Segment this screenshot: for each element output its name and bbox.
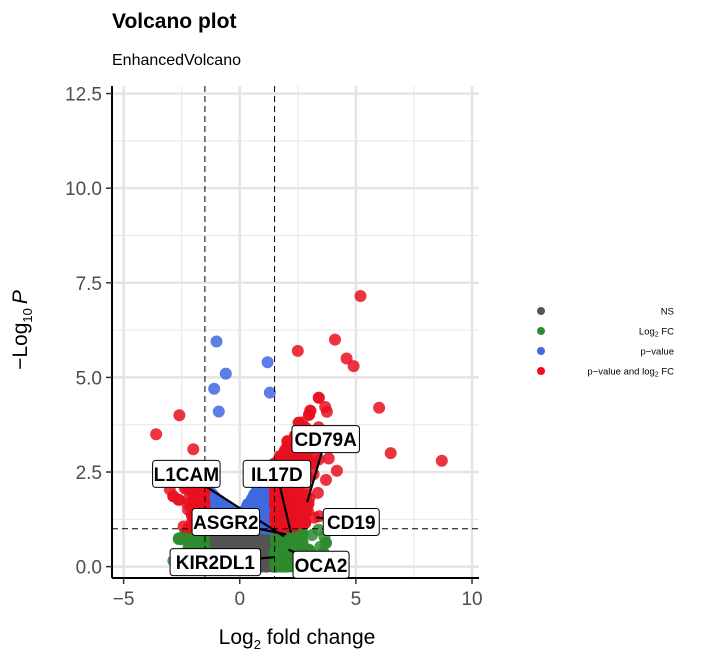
data-point	[320, 405, 333, 418]
legend-label-ns: NS	[661, 307, 674, 318]
data-point	[261, 356, 274, 369]
legend-key-pvalue	[537, 347, 545, 355]
data-point	[330, 464, 343, 477]
data-point	[177, 520, 190, 533]
chart-subtitle: EnhancedVolcano	[112, 52, 241, 69]
data-point	[384, 447, 397, 460]
legend: NS Log2 FC p−value p−value and log2 FC	[537, 307, 674, 379]
legend-label-pvalue-and-log2fc: p−value and log2 FC	[587, 367, 674, 379]
chart-title: Volcano plot	[112, 10, 236, 33]
x-tick-label: 10	[461, 589, 482, 610]
data-point	[329, 333, 341, 346]
legend-key-ns	[537, 307, 545, 315]
legend-label-pvalue: p−value	[640, 347, 674, 358]
legend-key-log2fc	[537, 327, 545, 335]
x-tick-label: 5	[351, 589, 362, 610]
data-point	[306, 529, 318, 541]
x-axis-title: Log2 fold change	[219, 626, 376, 652]
data-point	[270, 513, 283, 525]
data-point	[212, 405, 225, 418]
data-point	[373, 401, 386, 414]
data-point	[167, 490, 180, 503]
y-tick-label: 2.5	[76, 463, 102, 484]
data-point	[173, 409, 186, 422]
data-point	[187, 443, 200, 456]
x-tick-label: −5	[113, 589, 135, 610]
gene-label: OCA2	[295, 556, 348, 577]
data-point	[291, 344, 304, 357]
data-point	[304, 404, 317, 417]
gene-label: CD79A	[295, 430, 358, 451]
data-point	[347, 360, 360, 373]
gene-label: L1CAM	[154, 465, 219, 486]
data-point	[435, 454, 448, 467]
data-point	[256, 497, 269, 510]
y-tick-label: 7.5	[76, 274, 102, 295]
data-point	[283, 488, 295, 500]
y-tick-label: 5.0	[76, 368, 102, 389]
gene-label: KIR2DL1	[176, 553, 256, 574]
x-tick-label: 0	[234, 589, 245, 610]
data-point	[271, 554, 284, 566]
gene-label: IL17D	[251, 465, 303, 486]
data-point	[150, 428, 163, 441]
legend-key-pvalue-and-log2fc	[537, 367, 545, 375]
data-point	[291, 504, 304, 516]
y-tick-label: 0.0	[76, 558, 102, 579]
gene-label: ASGR2	[193, 513, 258, 534]
data-point	[312, 391, 325, 404]
y-axis-title: −Log10P	[9, 290, 35, 370]
data-point	[210, 335, 223, 348]
data-point	[354, 290, 367, 302]
y-tick-label: 12.5	[65, 85, 102, 106]
data-point	[208, 382, 221, 395]
data-point	[320, 536, 332, 549]
y-tick-label: 10.0	[65, 179, 102, 200]
data-point	[320, 473, 332, 486]
data-point	[282, 535, 295, 547]
data-point	[322, 452, 335, 465]
legend-label-log2fc: Log2 FC	[639, 327, 674, 339]
data-point	[219, 367, 232, 380]
gene-label: CD19	[327, 513, 376, 534]
